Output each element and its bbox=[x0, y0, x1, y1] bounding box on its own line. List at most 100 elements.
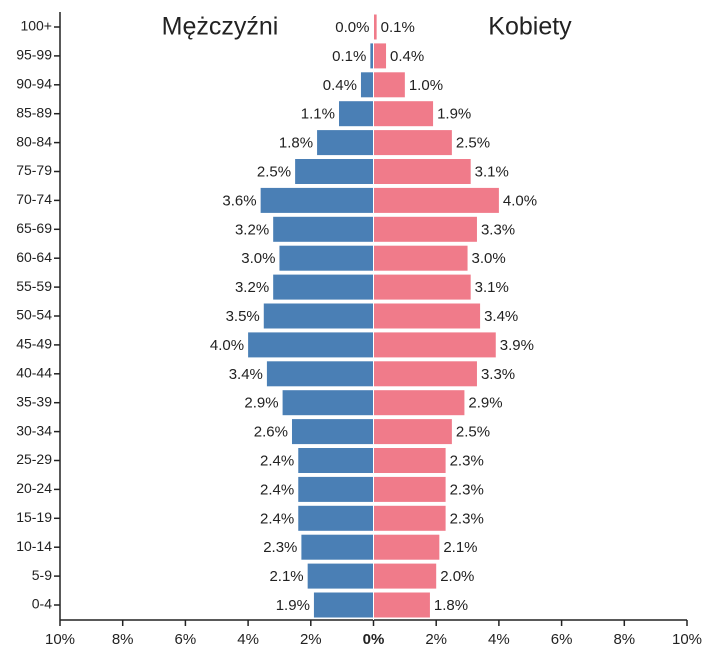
bar bbox=[373, 43, 387, 69]
value-label: 3.2% bbox=[235, 279, 269, 296]
y-tick-label: 35-39 bbox=[16, 393, 52, 409]
bar bbox=[301, 534, 374, 560]
bar bbox=[298, 476, 374, 502]
value-label: 4.0% bbox=[503, 192, 537, 209]
value-label: 0.1% bbox=[381, 19, 415, 36]
y-tick-label: 95-99 bbox=[16, 47, 52, 63]
value-label: 1.8% bbox=[434, 597, 468, 614]
bar bbox=[373, 101, 434, 127]
y-tick-label: 5-9 bbox=[32, 567, 52, 583]
value-label: 2.3% bbox=[450, 481, 484, 498]
value-label: 3.5% bbox=[226, 308, 260, 325]
bar bbox=[373, 130, 452, 156]
bar bbox=[313, 592, 374, 618]
value-label: 2.5% bbox=[257, 163, 291, 180]
bar bbox=[373, 390, 465, 416]
bar bbox=[273, 274, 374, 300]
value-label: 3.0% bbox=[241, 250, 275, 267]
value-label: 3.1% bbox=[475, 279, 509, 296]
bar bbox=[373, 187, 499, 213]
y-tick-label: 25-29 bbox=[16, 451, 52, 467]
x-tick-label: 8% bbox=[613, 631, 635, 648]
bar bbox=[279, 245, 374, 271]
bar bbox=[317, 130, 374, 156]
bar bbox=[373, 332, 496, 358]
value-label: 4.0% bbox=[210, 337, 244, 354]
x-tick-label: 10% bbox=[672, 631, 702, 648]
x-tick-label: 10% bbox=[45, 631, 75, 648]
y-tick-label: 100+ bbox=[20, 18, 52, 34]
value-label: 3.3% bbox=[481, 221, 515, 238]
bar bbox=[298, 448, 374, 473]
bar bbox=[260, 187, 374, 213]
y-tick-label: 85-89 bbox=[16, 104, 52, 120]
y-tick-label: 90-94 bbox=[16, 76, 52, 92]
x-tick-label: 8% bbox=[112, 631, 134, 648]
series-header: Mężczyźni bbox=[162, 13, 279, 41]
x-tick-label: 2% bbox=[425, 631, 447, 648]
y-tick-label: 75-79 bbox=[16, 162, 52, 178]
bar bbox=[291, 419, 374, 445]
value-label: 3.2% bbox=[235, 221, 269, 238]
bar bbox=[373, 159, 471, 184]
value-label: 2.3% bbox=[450, 452, 484, 469]
y-tick-label: 55-59 bbox=[16, 278, 52, 294]
value-label: 0.4% bbox=[323, 77, 357, 94]
value-label: 1.9% bbox=[437, 106, 471, 123]
y-tick-label: 50-54 bbox=[16, 307, 52, 323]
value-label: 2.3% bbox=[450, 510, 484, 527]
x-tick-label: 0% bbox=[363, 631, 385, 648]
y-tick-label: 30-34 bbox=[16, 422, 52, 438]
bar bbox=[373, 361, 477, 387]
bar bbox=[298, 505, 374, 531]
bar bbox=[373, 534, 440, 560]
bar bbox=[373, 303, 481, 329]
bar bbox=[263, 303, 374, 329]
bar bbox=[307, 563, 374, 589]
bar bbox=[373, 448, 446, 473]
x-tick-label: 2% bbox=[300, 631, 322, 648]
y-tick-label: 70-74 bbox=[16, 191, 52, 207]
y-tick-label: 65-69 bbox=[16, 220, 52, 236]
y-tick-label: 80-84 bbox=[16, 133, 52, 149]
value-label: 3.3% bbox=[481, 366, 515, 383]
value-label: 2.0% bbox=[440, 568, 474, 585]
bar bbox=[282, 390, 374, 416]
value-label: 1.1% bbox=[301, 106, 335, 123]
value-label: 2.5% bbox=[456, 135, 490, 152]
y-tick-label: 20-24 bbox=[16, 480, 52, 496]
value-label: 1.9% bbox=[276, 597, 310, 614]
value-label: 2.4% bbox=[260, 452, 294, 469]
x-tick-label: 4% bbox=[488, 631, 510, 648]
value-label: 2.4% bbox=[260, 510, 294, 527]
y-tick-label: 15-19 bbox=[16, 509, 52, 525]
value-label: 2.1% bbox=[269, 568, 303, 585]
x-tick-label: 4% bbox=[237, 631, 259, 648]
y-tick-label: 45-49 bbox=[16, 336, 52, 352]
y-tick-label: 10-14 bbox=[16, 538, 52, 554]
bar bbox=[373, 72, 405, 98]
value-label: 1.8% bbox=[279, 135, 313, 152]
x-tick-label: 6% bbox=[175, 631, 197, 648]
bar bbox=[370, 43, 374, 69]
bar bbox=[373, 563, 437, 589]
bar bbox=[373, 592, 430, 618]
bar bbox=[373, 505, 446, 531]
value-label: 2.5% bbox=[456, 424, 490, 441]
bar bbox=[266, 361, 374, 387]
value-label: 3.0% bbox=[472, 250, 506, 267]
bar bbox=[373, 14, 377, 40]
series-header: Kobiety bbox=[488, 13, 572, 41]
bar bbox=[373, 216, 477, 242]
value-label: 2.9% bbox=[244, 395, 278, 412]
y-tick-label: 40-44 bbox=[16, 365, 52, 381]
bar bbox=[295, 159, 374, 184]
value-label: 2.3% bbox=[263, 539, 297, 556]
bar bbox=[273, 216, 374, 242]
value-label: 3.4% bbox=[229, 366, 263, 383]
bar bbox=[360, 72, 374, 98]
value-label: 2.9% bbox=[468, 395, 502, 412]
value-label: 0.1% bbox=[332, 48, 366, 65]
value-label: 1.0% bbox=[409, 77, 443, 94]
value-label: 3.4% bbox=[484, 308, 518, 325]
